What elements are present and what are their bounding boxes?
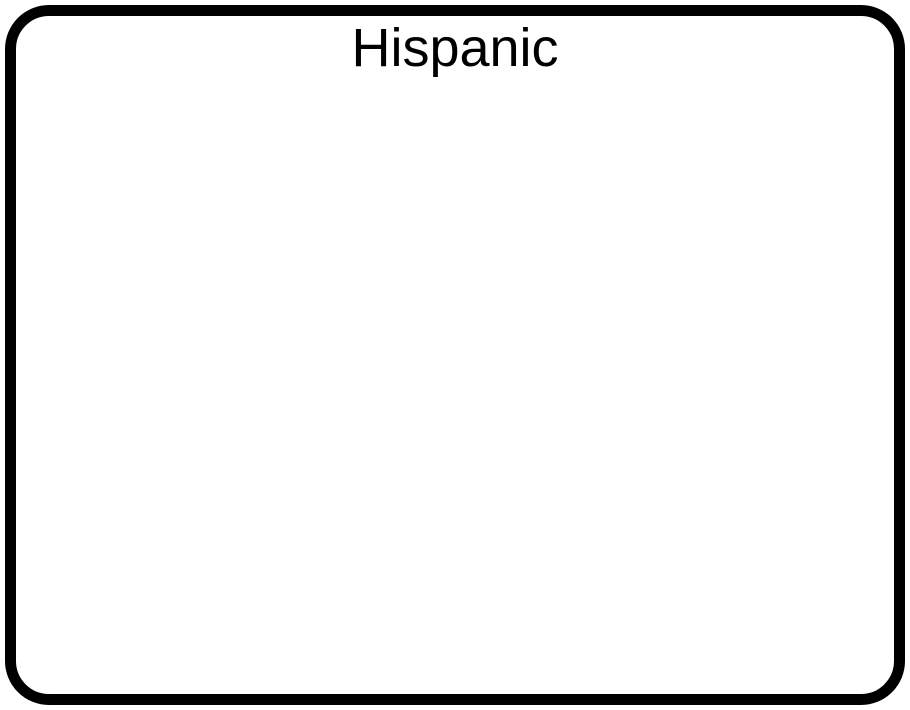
box-title: Hispanic xyxy=(351,18,559,78)
category-box: Hispanic xyxy=(5,5,905,705)
